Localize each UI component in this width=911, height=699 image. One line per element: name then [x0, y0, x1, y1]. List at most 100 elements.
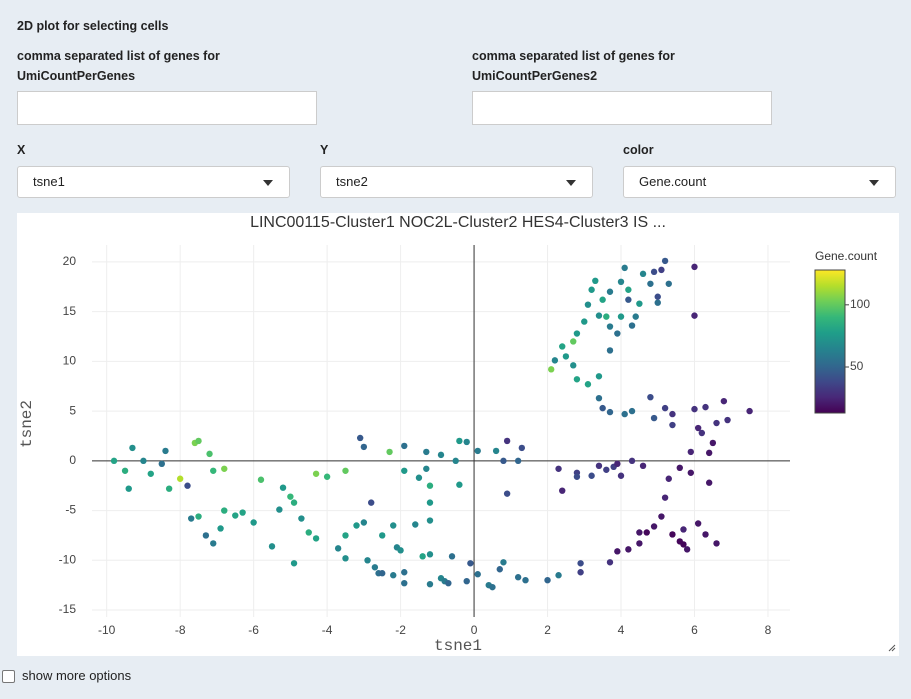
- point: [544, 576, 551, 584]
- point: [312, 470, 320, 477]
- point: [187, 515, 195, 522]
- point: [496, 566, 503, 573]
- point: [452, 457, 459, 465]
- point: [628, 407, 636, 415]
- point: [276, 506, 283, 513]
- point: [397, 547, 404, 554]
- point: [606, 408, 614, 416]
- y-tick-label: 15: [63, 304, 77, 318]
- point: [577, 569, 584, 576]
- select[interactable]: tsne1: [17, 166, 290, 198]
- point: [665, 280, 672, 287]
- checkbox[interactable]: [2, 669, 15, 683]
- select[interactable]: Gene.count: [623, 166, 896, 198]
- point: [518, 444, 526, 452]
- point: [221, 465, 228, 472]
- point: [592, 277, 599, 285]
- point: [614, 548, 621, 555]
- point: [356, 434, 364, 442]
- point: [290, 499, 298, 506]
- point: [423, 448, 430, 456]
- point: [206, 450, 213, 458]
- point: [570, 338, 577, 345]
- point: [323, 473, 331, 480]
- point: [312, 535, 320, 542]
- point: [125, 485, 132, 492]
- point: [606, 347, 614, 354]
- point: [658, 266, 665, 274]
- point: [555, 572, 562, 579]
- point: [650, 414, 658, 422]
- point: [426, 517, 434, 524]
- point: [379, 532, 386, 539]
- point: [221, 507, 228, 514]
- select-label: Y: [320, 143, 329, 157]
- x-tick-label: -8: [175, 623, 186, 637]
- point: [705, 449, 713, 457]
- point: [661, 404, 669, 412]
- x-tick-label: 0: [471, 623, 478, 637]
- point: [121, 467, 129, 474]
- point: [636, 300, 643, 307]
- point: [279, 484, 287, 491]
- point: [342, 532, 349, 539]
- point: [661, 494, 669, 501]
- point: [548, 366, 555, 373]
- point: [650, 268, 658, 276]
- x-tick-label: -6: [248, 623, 259, 637]
- point: [691, 312, 698, 319]
- point: [705, 479, 713, 486]
- input-label: comma separated list of genes for UmiCou…: [17, 49, 220, 83]
- point: [176, 475, 184, 482]
- point: [614, 330, 621, 337]
- point: [625, 296, 632, 303]
- point: [129, 444, 136, 452]
- select[interactable]: tsne2: [320, 166, 593, 198]
- point: [437, 451, 445, 459]
- y-tick-label: 10: [63, 354, 77, 368]
- point: [643, 529, 650, 536]
- point: [559, 487, 566, 494]
- point: [639, 462, 647, 470]
- point: [305, 529, 312, 536]
- chart-title: LINC00115-Cluster1 NOC2L-Cluster2 HES4-C…: [250, 214, 666, 231]
- point: [503, 437, 511, 445]
- text-input[interactable]: [472, 91, 772, 125]
- select-label: color: [623, 143, 654, 157]
- x-tick-label: 8: [765, 623, 772, 637]
- point: [570, 362, 577, 369]
- point: [445, 579, 452, 587]
- x-axis-title: tsne1: [434, 637, 482, 655]
- point: [595, 462, 603, 470]
- point: [426, 551, 434, 558]
- point: [551, 357, 559, 364]
- point: [456, 481, 463, 488]
- colorbar-tick-label: 100: [850, 297, 870, 311]
- point: [724, 416, 731, 424]
- point: [364, 557, 371, 564]
- point: [559, 343, 566, 350]
- point: [603, 466, 610, 473]
- point: [573, 473, 581, 480]
- point: [595, 373, 603, 380]
- point: [401, 569, 408, 576]
- point: [474, 571, 481, 578]
- resize-handle[interactable]: [888, 644, 896, 652]
- point: [628, 457, 636, 465]
- point: [694, 520, 702, 527]
- point: [713, 540, 720, 547]
- point: [401, 442, 408, 450]
- colorbar-tick-label: 50: [850, 359, 864, 373]
- y-tick-label: -5: [65, 503, 76, 517]
- colorbar-title: Gene.count: [815, 249, 878, 263]
- text-input[interactable]: [17, 91, 317, 125]
- point: [257, 476, 265, 483]
- point: [606, 323, 614, 330]
- y-tick-label: 20: [63, 254, 77, 268]
- point: [691, 405, 698, 413]
- point: [595, 312, 603, 319]
- y-axis-title: tsne2: [18, 400, 36, 448]
- point: [654, 299, 661, 306]
- point: [401, 579, 408, 587]
- point: [290, 560, 298, 567]
